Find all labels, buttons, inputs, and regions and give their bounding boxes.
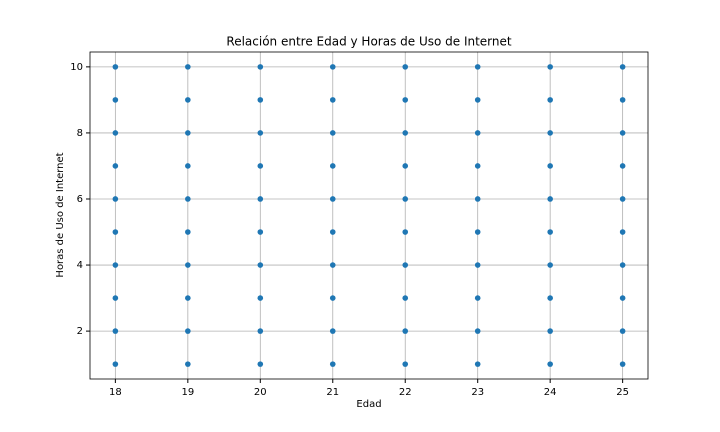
point xyxy=(619,295,626,301)
point xyxy=(547,229,553,235)
point xyxy=(257,295,264,301)
plot-frame xyxy=(89,51,649,380)
x-tick-label: 22 xyxy=(399,387,412,398)
x-axis-label: Edad xyxy=(356,399,381,410)
point xyxy=(619,64,626,70)
point xyxy=(257,262,264,268)
x-tick-label: 20 xyxy=(254,387,267,398)
point xyxy=(619,130,626,136)
point xyxy=(329,229,336,235)
point xyxy=(402,64,409,70)
x-tick-label: 19 xyxy=(181,387,194,398)
x-tick-label: 23 xyxy=(471,387,484,398)
point xyxy=(185,229,191,235)
point xyxy=(619,229,626,235)
point xyxy=(329,361,336,367)
point xyxy=(547,64,553,70)
point xyxy=(112,97,119,103)
point xyxy=(547,196,553,202)
point xyxy=(112,130,119,136)
point xyxy=(329,97,336,103)
point xyxy=(547,130,553,136)
point xyxy=(257,130,264,136)
point xyxy=(402,262,409,268)
point xyxy=(402,163,409,169)
point xyxy=(547,262,553,268)
point xyxy=(547,97,553,103)
point xyxy=(474,196,481,202)
point xyxy=(547,361,553,367)
point xyxy=(619,163,626,169)
point xyxy=(474,262,481,268)
point xyxy=(185,130,191,136)
point xyxy=(257,64,264,70)
point xyxy=(619,262,626,268)
point xyxy=(474,361,481,367)
point xyxy=(474,97,481,103)
point xyxy=(185,64,191,70)
point xyxy=(185,328,191,334)
point xyxy=(112,64,119,70)
point xyxy=(474,295,481,301)
point xyxy=(329,163,336,169)
y-tick-label: 8 xyxy=(77,128,83,139)
x-tick-label: 24 xyxy=(544,387,557,398)
point xyxy=(112,328,119,334)
point xyxy=(257,361,264,367)
point xyxy=(474,163,481,169)
point xyxy=(619,196,626,202)
y-tick-label: 4 xyxy=(77,260,83,271)
point xyxy=(402,295,409,301)
point xyxy=(257,163,264,169)
point xyxy=(112,262,119,268)
point xyxy=(185,97,191,103)
point xyxy=(257,328,264,334)
point xyxy=(474,64,481,70)
y-tick-label: 10 xyxy=(70,62,83,73)
point xyxy=(402,229,409,235)
point xyxy=(257,229,264,235)
point xyxy=(547,328,553,334)
point xyxy=(112,295,119,301)
point xyxy=(185,262,191,268)
point xyxy=(257,97,264,103)
point xyxy=(402,130,409,136)
point xyxy=(185,295,191,301)
point xyxy=(329,295,336,301)
point xyxy=(257,196,264,202)
point xyxy=(112,163,119,169)
point xyxy=(547,295,553,301)
point xyxy=(619,328,626,334)
point xyxy=(402,97,409,103)
x-tick-label: 25 xyxy=(616,387,629,398)
point xyxy=(329,130,336,136)
x-tick-label: 18 xyxy=(109,387,122,398)
point xyxy=(402,196,409,202)
point xyxy=(112,196,119,202)
point xyxy=(619,97,626,103)
point xyxy=(329,328,336,334)
point xyxy=(112,361,119,367)
point xyxy=(402,361,409,367)
point xyxy=(619,361,626,367)
point xyxy=(185,361,191,367)
point xyxy=(329,196,336,202)
y-tick-label: 6 xyxy=(77,194,83,205)
x-tick-label: 21 xyxy=(326,387,339,398)
point xyxy=(112,229,119,235)
point xyxy=(474,130,481,136)
y-tick-label: 2 xyxy=(77,326,83,337)
point xyxy=(547,163,553,169)
point xyxy=(474,229,481,235)
point xyxy=(185,196,191,202)
point xyxy=(329,262,336,268)
point xyxy=(474,328,481,334)
point xyxy=(185,163,191,169)
y-axis-label: Horas de Uso de Internet xyxy=(55,152,66,277)
chart-title: Relación entre Edad y Horas de Uso de In… xyxy=(226,35,512,49)
point xyxy=(402,328,409,334)
point xyxy=(329,64,336,70)
